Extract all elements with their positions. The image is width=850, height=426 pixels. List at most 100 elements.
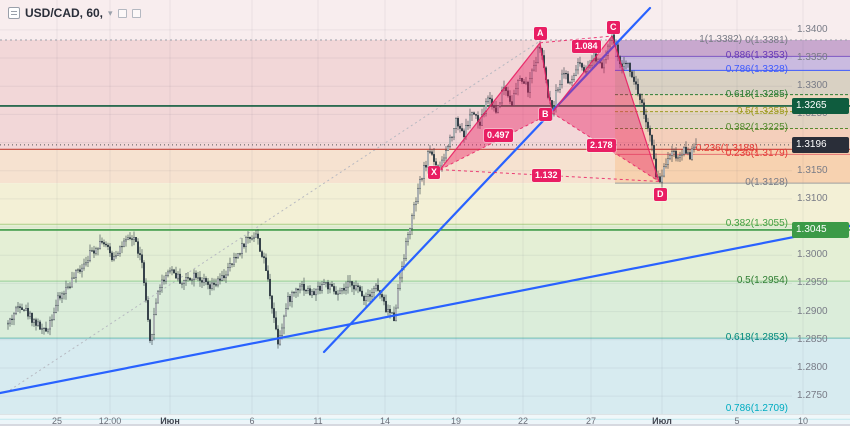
candle [112, 256, 115, 261]
candle [122, 240, 125, 247]
candle [49, 320, 52, 330]
time-tick: Июл [652, 416, 672, 426]
candle [184, 277, 187, 281]
candle [413, 204, 416, 216]
time-tick: 12:00 [98, 416, 122, 426]
candle [114, 255, 117, 257]
candle [689, 152, 692, 160]
candle [110, 252, 113, 261]
candle [649, 128, 652, 136]
candle [285, 308, 288, 317]
candle [168, 270, 171, 273]
pattern-triangle[interactable] [440, 42, 552, 170]
construction-lines [9, 40, 541, 391]
candle [523, 81, 526, 84]
chevron-down-icon[interactable]: ▾ [108, 7, 113, 18]
fib-zone [615, 128, 850, 150]
candle [238, 253, 241, 255]
candle [345, 286, 348, 291]
time-tick: 5 [734, 416, 740, 426]
candle [273, 308, 276, 318]
fib-zones [615, 40, 850, 184]
price-tick: 1.2850 [797, 333, 828, 345]
candle [447, 146, 450, 151]
candle [6, 322, 9, 325]
candle [12, 313, 15, 320]
candle [64, 287, 67, 294]
candle [577, 62, 580, 71]
candle [128, 237, 131, 239]
candle [639, 93, 642, 100]
trend-line[interactable] [0, 224, 850, 395]
candle [623, 62, 626, 67]
pattern-triangle[interactable] [552, 36, 659, 182]
candle [252, 236, 255, 239]
candle [375, 284, 378, 289]
candle [469, 114, 472, 126]
candle [349, 281, 352, 283]
candle [667, 158, 670, 165]
price-badge: 1.3265 [792, 97, 849, 114]
candle [88, 250, 91, 262]
candle [339, 290, 342, 295]
candle [531, 69, 534, 79]
candle [140, 254, 143, 263]
candle [337, 293, 340, 295]
candle [695, 144, 698, 148]
candle [45, 327, 48, 332]
trend-lines[interactable] [0, 6, 850, 395]
candle [226, 267, 229, 276]
candle [224, 274, 227, 279]
chart-type-icon[interactable] [8, 7, 20, 19]
candle [443, 157, 446, 161]
symbol-toolbar[interactable]: USD/CAD, 60, ▾ [8, 6, 141, 20]
candle [533, 65, 536, 71]
time-tick: 10 [797, 416, 809, 426]
fib-zone [615, 111, 850, 129]
price-tick: 1.3400 [797, 23, 828, 35]
candle [311, 291, 314, 296]
candle [192, 272, 195, 281]
candle [467, 125, 470, 127]
candle [190, 279, 193, 281]
candle [643, 102, 646, 115]
candle [236, 253, 239, 259]
symbol-title[interactable]: USD/CAD, 60, [25, 6, 104, 20]
candle [449, 136, 452, 147]
candle [309, 288, 312, 296]
toolbar-mini-icon[interactable] [117, 8, 127, 18]
candle [100, 241, 103, 243]
price-band [0, 40, 850, 150]
candle [162, 279, 165, 282]
candle [687, 152, 690, 154]
fib-zone [615, 94, 850, 112]
candle [174, 272, 177, 279]
price-axis[interactable]: 1.34001.33501.33001.32501.32001.31501.31… [792, 0, 850, 414]
candle [72, 277, 75, 279]
trend-line[interactable] [322, 6, 652, 354]
candle [343, 288, 346, 291]
pattern-overlay[interactable] [439, 35, 660, 182]
candle [513, 93, 516, 106]
candle [509, 95, 512, 102]
candle [150, 334, 153, 341]
fib-zone [615, 70, 850, 95]
candle [63, 293, 66, 295]
candle [10, 318, 13, 320]
toolbar-mini-icon[interactable] [131, 8, 141, 18]
candle [499, 102, 502, 107]
candle [172, 269, 175, 274]
candle [166, 271, 169, 276]
candle [663, 166, 666, 177]
candle [561, 73, 564, 85]
candle [377, 284, 380, 291]
candle [242, 243, 245, 247]
time-axis[interactable]: 25 12:00 Июн 6 11 14 19 22 27 Июл 5 10 [0, 414, 850, 426]
candle [575, 69, 578, 76]
candle [120, 246, 123, 248]
candle [323, 282, 326, 285]
candle [313, 291, 316, 296]
